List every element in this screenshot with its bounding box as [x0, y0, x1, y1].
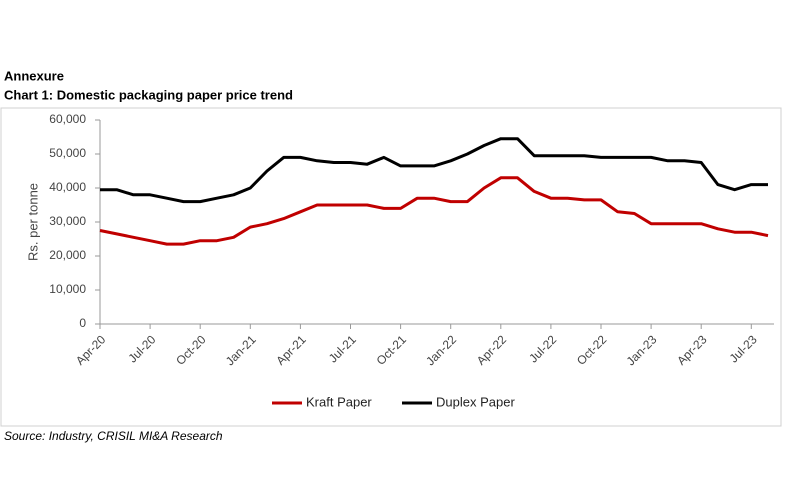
x-tick-label: Oct-20: [173, 332, 209, 368]
y-tick-label: 30,000: [49, 214, 86, 228]
y-tick-label: 60,000: [49, 112, 86, 126]
x-tick-label: Jan-23: [624, 332, 660, 368]
x-tick-label: Apr-23: [674, 332, 710, 368]
header: Annexure: [4, 68, 64, 83]
x-tick-label: Jul-22: [526, 332, 559, 365]
x-tick-label: Oct-21: [374, 332, 410, 368]
y-tick-label: 0: [79, 316, 86, 330]
legend-label: Kraft Paper: [306, 394, 372, 409]
line-series: [100, 137, 768, 204]
x-tick-label: Jan-21: [223, 332, 259, 368]
x-tick-label: Jan-22: [423, 332, 459, 368]
legend-label: Duplex Paper: [436, 394, 515, 409]
y-tick-label: 50,000: [49, 146, 86, 160]
x-tick-label: Apr-22: [474, 332, 510, 368]
line-series: [99, 176, 769, 246]
x-tick-label: Oct-22: [574, 332, 610, 368]
chart-frame: [0, 107, 782, 427]
source: Source: Industry, CRISIL MI&A Research: [4, 429, 223, 443]
x-tick-label: Jul-21: [326, 332, 359, 365]
x-tick-label: Apr-20: [73, 332, 109, 368]
y-tick-label: 20,000: [49, 248, 86, 262]
x-tick-label: Apr-21: [273, 332, 309, 368]
y-tick-label: 10,000: [49, 282, 86, 296]
chart-title: Chart 1: Domestic packaging paper price …: [4, 87, 293, 102]
x-tick-label: Jul-23: [727, 332, 760, 365]
x-tick-label: Jul-20: [125, 332, 158, 365]
y-axis-label: Rs. per tonne: [25, 183, 40, 261]
y-tick-label: 40,000: [49, 180, 86, 194]
